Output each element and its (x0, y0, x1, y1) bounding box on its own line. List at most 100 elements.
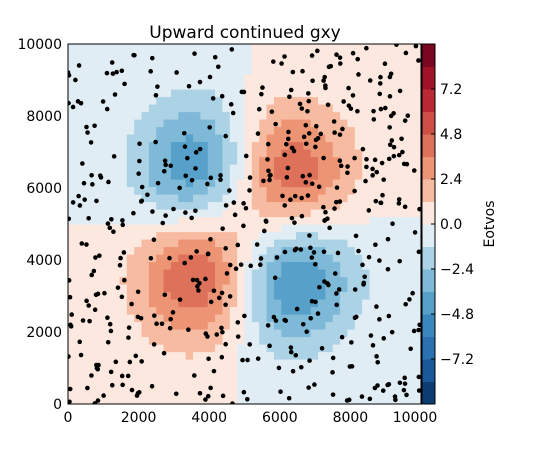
station-point (68, 354, 71, 359)
heatmap-cell (273, 299, 282, 308)
heatmap-cell (244, 134, 253, 143)
heatmap-cell (200, 261, 209, 270)
station-point (374, 304, 379, 309)
colorbar-band (422, 246, 435, 270)
heatmap-cell (229, 351, 238, 360)
heatmap-cell (185, 239, 194, 248)
station-point (68, 100, 71, 106)
heatmap-cell (75, 231, 84, 240)
heatmap-cell (391, 164, 400, 173)
heatmap-cell (340, 194, 349, 203)
heatmap-cell (237, 119, 246, 128)
station-point (108, 328, 114, 334)
heatmap-cell (215, 224, 224, 233)
heatmap-cell (318, 74, 326, 83)
heatmap-cell (406, 119, 415, 128)
heatmap-cell (200, 381, 209, 390)
heatmap-cell (303, 209, 312, 218)
heatmap-cell (391, 284, 400, 293)
heatmap-cell (310, 44, 319, 53)
heatmap-cell (141, 306, 150, 315)
heatmap-cell (185, 126, 194, 135)
heatmap-cell (325, 59, 334, 68)
heatmap-cell (369, 81, 378, 90)
heatmap-cell (347, 231, 356, 240)
heatmap-cell (141, 164, 150, 173)
heatmap-cell (156, 284, 165, 293)
station-point (151, 237, 157, 243)
heatmap-cell (303, 194, 312, 203)
heatmap-cell (347, 111, 356, 120)
heatmap-cell (134, 149, 143, 158)
heatmap-cell (384, 246, 393, 255)
heatmap-cell (340, 396, 349, 404)
heatmap-cell (156, 389, 165, 398)
heatmap-cell (112, 216, 121, 225)
heatmap-cell (340, 141, 349, 150)
heatmap-cell (310, 239, 319, 248)
heatmap-cell (207, 179, 216, 188)
station-point (115, 285, 121, 290)
heatmap-cell (362, 74, 371, 83)
heatmap-cell (288, 89, 297, 98)
heatmap-cell (215, 179, 224, 188)
heatmap-cell (266, 44, 275, 53)
heatmap-cell (112, 171, 121, 180)
heatmap-cell (237, 314, 246, 323)
heatmap-cell (266, 164, 275, 173)
heatmap-cell (325, 284, 334, 293)
station-point (366, 208, 372, 213)
heatmap-cell (310, 269, 319, 278)
heatmap-cell (163, 224, 172, 233)
heatmap-cell (229, 186, 238, 195)
heatmap-cell (281, 126, 290, 135)
heatmap-cell (229, 66, 238, 75)
heatmap-cell (354, 306, 363, 315)
heatmap-cell (266, 194, 275, 203)
station-point (159, 321, 165, 327)
heatmap-cell (266, 51, 275, 60)
heatmap-cell (347, 201, 356, 210)
heatmap-cell (68, 126, 76, 135)
heatmap-cell (207, 96, 216, 105)
station-point (101, 393, 106, 398)
heatmap-cell (273, 59, 282, 68)
station-point (266, 168, 271, 174)
heatmap-cell (391, 374, 400, 383)
heatmap-cell (288, 329, 297, 338)
heatmap-cell (141, 276, 150, 285)
heatmap-cell (266, 239, 275, 248)
heatmap-cell (200, 164, 209, 173)
heatmap-cell (112, 179, 121, 188)
heatmap-cell (200, 314, 209, 323)
heatmap-cell (75, 299, 84, 308)
heatmap-cell (75, 149, 84, 158)
heatmap-cell (318, 209, 326, 218)
heatmap-cell (273, 149, 282, 158)
heatmap-cell (384, 216, 393, 225)
heatmap-cell (156, 344, 165, 353)
heatmap-cell (112, 366, 121, 375)
heatmap-cell (141, 269, 150, 278)
heatmap-cell (325, 269, 334, 278)
station-point (206, 356, 211, 362)
heatmap-cell (340, 306, 349, 315)
heatmap-cell (119, 306, 128, 315)
heatmap-cell (237, 171, 246, 180)
station-point (403, 50, 409, 56)
heatmap-cell (193, 389, 201, 398)
heatmap-cell (170, 44, 179, 53)
heatmap-cell (97, 239, 106, 248)
station-point (148, 255, 154, 261)
heatmap-cell (244, 164, 253, 173)
heatmap-cell (266, 201, 275, 210)
heatmap-cell (376, 164, 385, 173)
heatmap-cell (340, 209, 349, 218)
station-point (392, 394, 398, 399)
heatmap-cell (75, 74, 84, 83)
heatmap-cell (207, 269, 216, 278)
heatmap-cell (266, 389, 275, 398)
heatmap-cell (141, 171, 150, 180)
heatmap-cell (229, 126, 238, 135)
heatmap-cell (347, 179, 356, 188)
